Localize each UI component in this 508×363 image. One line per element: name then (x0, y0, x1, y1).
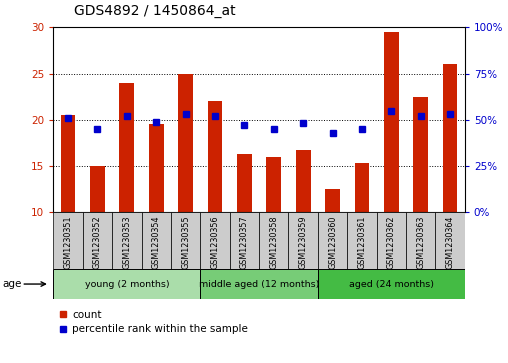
Bar (296, 150, 310, 212)
Bar (406, 212, 435, 269)
Bar (53, 212, 83, 269)
Text: GSM1230353: GSM1230353 (122, 216, 132, 269)
Bar (414, 97, 428, 212)
Bar (60, 115, 75, 212)
Bar (90, 166, 105, 212)
Text: GSM1230351: GSM1230351 (64, 216, 73, 269)
Text: GSM1230356: GSM1230356 (210, 216, 219, 269)
Bar (178, 73, 193, 212)
Text: middle aged (12 months): middle aged (12 months) (199, 280, 319, 289)
Bar (384, 32, 399, 212)
Bar (318, 269, 465, 299)
Text: GSM1230357: GSM1230357 (240, 216, 249, 269)
Legend: count, percentile rank within the sample: count, percentile rank within the sample (58, 310, 248, 334)
Bar (200, 212, 230, 269)
Text: GSM1230360: GSM1230360 (328, 216, 337, 269)
Bar (142, 212, 171, 269)
Text: GSM1230358: GSM1230358 (269, 216, 278, 269)
Text: aged (24 months): aged (24 months) (349, 280, 434, 289)
Text: GDS4892 / 1450864_at: GDS4892 / 1450864_at (74, 4, 235, 18)
Bar (83, 212, 112, 269)
Bar (119, 83, 134, 212)
Bar (53, 269, 200, 299)
Bar (376, 212, 406, 269)
Bar (208, 101, 223, 212)
Text: GSM1230359: GSM1230359 (299, 216, 308, 269)
Text: GSM1230355: GSM1230355 (181, 216, 190, 269)
Text: young (2 months): young (2 months) (84, 280, 169, 289)
Bar (259, 212, 289, 269)
Bar (230, 212, 259, 269)
Text: age: age (3, 279, 22, 289)
Bar (266, 157, 281, 212)
Text: GSM1230362: GSM1230362 (387, 216, 396, 269)
Bar (435, 212, 465, 269)
Bar (149, 125, 164, 212)
Bar (112, 212, 142, 269)
Bar (171, 212, 200, 269)
Text: GSM1230364: GSM1230364 (446, 216, 455, 269)
Text: GSM1230361: GSM1230361 (358, 216, 366, 269)
Bar (318, 212, 347, 269)
Text: GSM1230352: GSM1230352 (93, 216, 102, 269)
Bar (443, 64, 458, 212)
Text: GSM1230354: GSM1230354 (152, 216, 161, 269)
Text: GSM1230363: GSM1230363 (416, 216, 425, 269)
Bar (325, 189, 340, 212)
Bar (347, 212, 376, 269)
Bar (200, 269, 318, 299)
Bar (289, 212, 318, 269)
Bar (237, 154, 252, 212)
Bar (355, 163, 369, 212)
